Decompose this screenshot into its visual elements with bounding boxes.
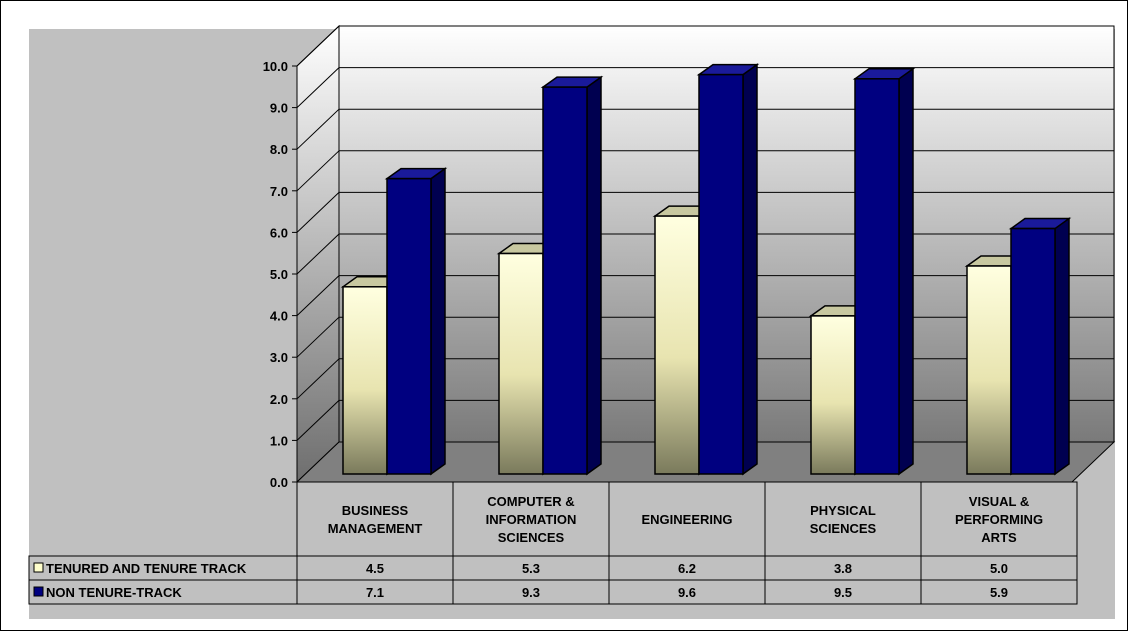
- table-header-row: [296, 481, 1078, 557]
- gridline-side: [296, 150, 340, 192]
- bar-tenured-front: [810, 315, 856, 475]
- data-cell: 4.5: [366, 561, 384, 576]
- bar-non-tenure-front: [1010, 227, 1056, 475]
- bar-non-tenure-side: [1054, 217, 1070, 476]
- data-cell: 5.3: [522, 561, 540, 576]
- y-tick-label: 0.0: [270, 475, 288, 490]
- bar-tenured-front: [654, 215, 700, 475]
- category-label: SCIENCES: [810, 521, 877, 536]
- bar-tenured-front: [342, 286, 388, 475]
- category-label: BUSINESS: [342, 503, 409, 518]
- gridline-side: [296, 67, 340, 108]
- data-cell: 7.1: [366, 585, 384, 600]
- bar-non-tenure: [1008, 217, 1072, 476]
- data-cell: 3.8: [834, 561, 852, 576]
- legend-key: [33, 562, 44, 573]
- y-tick-label: 9.0: [270, 101, 288, 116]
- bar-non-tenure-front: [854, 78, 900, 475]
- bar-non-tenure-side: [586, 75, 602, 476]
- y-tick-label: 3.0: [270, 350, 288, 365]
- gridline-side: [296, 108, 340, 150]
- bar-tenured-front: [966, 265, 1012, 475]
- gridline-side: [296, 233, 340, 275]
- bar-non-tenure-side: [898, 67, 914, 476]
- category-label: COMPUTER &: [487, 494, 574, 509]
- y-tick-label: 7.0: [270, 184, 288, 199]
- legend-key: [33, 586, 44, 597]
- data-cell: 9.6: [678, 585, 696, 600]
- y-tick-label: 4.0: [270, 309, 288, 324]
- category-label: VISUAL &: [969, 494, 1029, 509]
- gridline-side: [296, 25, 340, 67]
- bar-non-tenure: [384, 167, 448, 476]
- y-tick-label: 10.0: [263, 59, 288, 74]
- bar-non-tenure-front: [698, 73, 744, 475]
- category-label: MANAGEMENT: [328, 521, 423, 536]
- gridline-side: [296, 275, 340, 316]
- legend-label: NON TENURE-TRACK: [46, 585, 182, 600]
- gridline-side: [296, 316, 340, 358]
- category-label: INFORMATION: [486, 512, 577, 527]
- category-label: ENGINEERING: [641, 512, 732, 527]
- category-label: PERFORMING: [955, 512, 1043, 527]
- y-tick-label: 5.0: [270, 267, 288, 282]
- bar-non-tenure-side: [742, 63, 758, 476]
- bar-tenured-front: [498, 252, 544, 475]
- category-label: ARTS: [981, 530, 1017, 545]
- table-data-row: [28, 579, 1078, 605]
- data-cell: 9.3: [522, 585, 540, 600]
- y-tick-label: 2.0: [270, 392, 288, 407]
- y-tick-label: 6.0: [270, 225, 288, 240]
- bar-non-tenure-side: [430, 167, 446, 476]
- data-cell: 9.5: [834, 585, 852, 600]
- data-cell: 5.0: [990, 561, 1008, 576]
- gridline-side: [296, 400, 340, 441]
- data-cell: 6.2: [678, 561, 696, 576]
- bar-non-tenure: [852, 67, 916, 476]
- legend-label: TENURED AND TENURE TRACK: [46, 561, 247, 576]
- bar-non-tenure: [540, 75, 604, 476]
- category-label: SCIENCES: [498, 530, 565, 545]
- bar-non-tenure-front: [386, 177, 432, 475]
- data-cell: 5.9: [990, 585, 1008, 600]
- bar-non-tenure: [696, 63, 760, 476]
- gridline-side: [296, 192, 340, 233]
- category-label: PHYSICAL: [810, 503, 876, 518]
- gridline-side: [296, 358, 340, 400]
- bar-non-tenure-front: [542, 86, 588, 475]
- y-tick-label: 1.0: [270, 433, 288, 448]
- y-tick-label: 8.0: [270, 142, 288, 157]
